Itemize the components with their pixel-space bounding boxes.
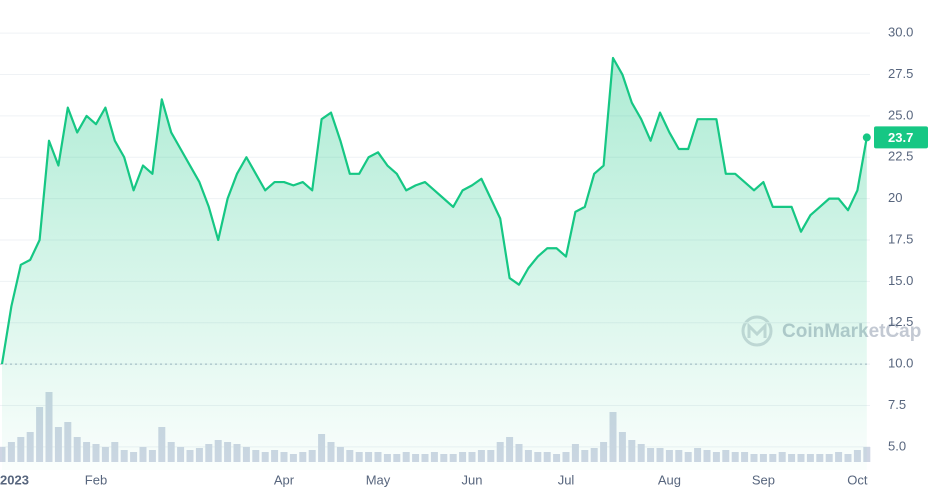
x-tick-label: Sep [752, 472, 775, 487]
x-tick-label: Jul [558, 472, 575, 487]
y-tick-label: 5.0 [888, 438, 906, 453]
y-tick-label: 22.5 [888, 149, 913, 164]
x-tick-label: Apr [274, 472, 295, 487]
y-tick-label: 12.5 [888, 314, 913, 329]
y-tick-label: 27.5 [888, 66, 913, 81]
last-price-label: 23.7 [888, 130, 913, 145]
x-tick-label: Oct [847, 472, 868, 487]
x-tick-label: 2023 [0, 472, 29, 487]
y-tick-label: 20 [888, 190, 902, 205]
y-tick-label: 10.0 [888, 356, 913, 371]
x-tick-label: Jun [462, 472, 483, 487]
x-tick-label: Feb [85, 472, 107, 487]
x-tick-label: Aug [658, 472, 681, 487]
y-tick-label: 15.0 [888, 273, 913, 288]
y-tick-label: 7.5 [888, 397, 906, 412]
price-area [2, 57, 867, 471]
last-price-tag [874, 126, 928, 149]
last-price-dot [862, 133, 871, 142]
y-tick-label: 25.0 [888, 107, 913, 122]
y-tick-label: 17.5 [888, 231, 913, 246]
price-line [0, 56, 868, 365]
y-tick-label: 30.0 [888, 25, 913, 40]
x-tick-label: May [366, 472, 391, 487]
